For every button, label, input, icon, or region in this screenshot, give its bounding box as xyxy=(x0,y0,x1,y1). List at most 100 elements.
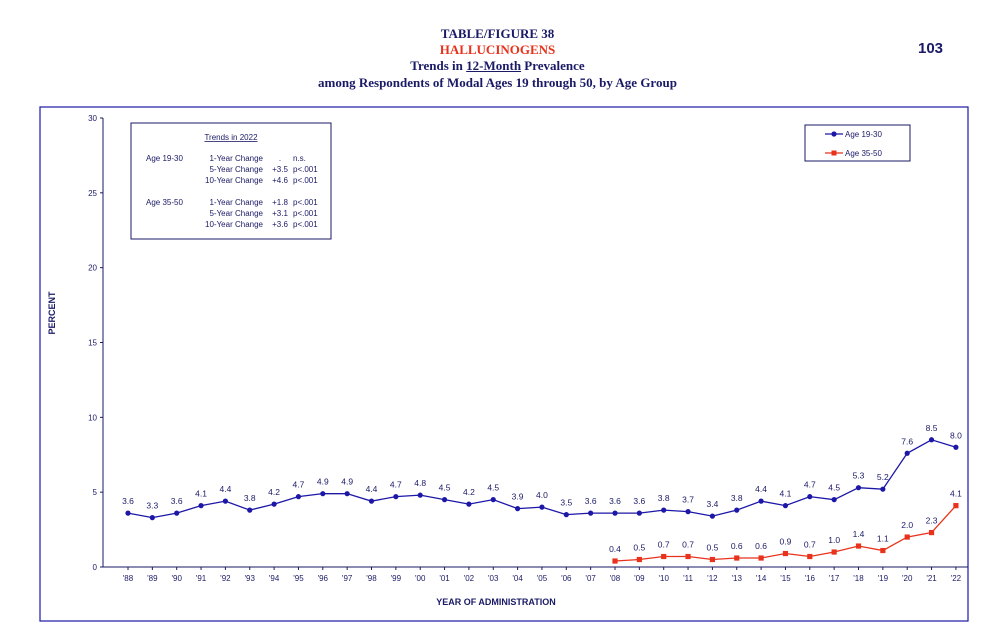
data-point-age-35-50 xyxy=(880,547,886,554)
data-label-age-19-30: 3.6 xyxy=(633,496,645,506)
x-tick-label: '14 xyxy=(756,574,767,583)
x-tick-label: '92 xyxy=(220,574,231,583)
data-label-age-19-30: 5.2 xyxy=(877,472,889,482)
x-tick-label: '91 xyxy=(196,574,207,583)
data-point-age-19-30 xyxy=(417,492,423,498)
data-label-age-19-30: 4.1 xyxy=(195,489,207,499)
data-point-age-19-30 xyxy=(734,507,740,513)
data-label-age-35-50: 0.6 xyxy=(755,541,767,551)
data-label-age-35-50: 0.6 xyxy=(731,541,743,551)
x-tick-label: '89 xyxy=(147,574,158,583)
data-point-age-19-30 xyxy=(782,503,789,509)
data-point-age-19-30 xyxy=(393,494,399,500)
legend-label-age-19-30: Age 19-30 xyxy=(845,130,882,139)
data-point-age-19-30 xyxy=(490,497,496,503)
y-tick-label: 5 xyxy=(93,488,98,497)
data-label-age-35-50: 0.7 xyxy=(804,540,816,550)
trends-change-type: 1-Year Change xyxy=(209,198,263,207)
data-label-age-19-30: 3.6 xyxy=(585,496,597,506)
x-tick-label: '01 xyxy=(439,574,450,583)
trends-significance: p<.001 xyxy=(293,209,318,218)
data-point-age-19-30 xyxy=(880,486,886,492)
data-point-age-35-50 xyxy=(758,555,764,561)
axes: 0 5 10 15 20 25 30 '88 '89 '90 '91 '92 '93 '94 '95 '96 '… xyxy=(88,114,968,583)
subtitle-emphasis: 12-Month xyxy=(466,58,522,73)
data-point-age-19-30 xyxy=(149,515,155,521)
x-tick-label: '05 xyxy=(537,574,548,583)
legend-marker-age-19-30 xyxy=(831,131,837,137)
x-tick-label: '94 xyxy=(269,574,280,583)
data-label-age-19-30: 4.2 xyxy=(463,487,475,497)
y-tick-label: 10 xyxy=(88,413,97,422)
drug-name-title: HALLUCINOGENS xyxy=(439,42,556,57)
data-label-age-19-30: 4.9 xyxy=(317,477,329,487)
legend-label-age-35-50: Age 35-50 xyxy=(845,149,882,158)
subtitle-pre: Trends in xyxy=(410,58,467,73)
data-point-age-19-30 xyxy=(636,510,642,516)
x-tick-label: '17 xyxy=(829,574,840,583)
figure-label: TABLE/FIGURE 38 xyxy=(440,26,555,41)
data-label-age-19-30: 3.3 xyxy=(146,501,158,511)
data-point-age-19-30 xyxy=(344,491,350,497)
data-label-age-19-30: 3.6 xyxy=(171,496,183,506)
trends-box-title: Trends in 2022 xyxy=(204,133,258,142)
trends-change-type: 10-Year Change xyxy=(205,176,264,185)
data-point-age-35-50 xyxy=(807,553,813,560)
data-label-age-19-30: 4.4 xyxy=(755,484,767,494)
x-tick-label: '19 xyxy=(878,574,889,583)
trends-change-value: +3.1 xyxy=(272,209,288,218)
data-label-age-35-50: 0.7 xyxy=(658,540,670,550)
x-tick-label: '12 xyxy=(707,574,718,583)
data-label-age-19-30: 3.4 xyxy=(706,499,718,509)
data-point-age-35-50 xyxy=(661,553,667,560)
data-point-age-19-30 xyxy=(515,506,521,512)
data-label-age-19-30: 4.2 xyxy=(268,487,280,497)
data-label-age-19-30: 3.5 xyxy=(560,498,572,508)
x-tick-label: '07 xyxy=(585,574,596,583)
trends-change-type: 5-Year Change xyxy=(209,209,263,218)
data-point-age-35-50 xyxy=(685,553,691,560)
x-tick-label: '03 xyxy=(488,574,499,583)
trends-group-label: Age 35-50 xyxy=(146,198,183,207)
x-tick-label: '00 xyxy=(415,574,426,583)
x-tick-label: '15 xyxy=(780,574,791,583)
data-label-age-19-30: 3.7 xyxy=(682,495,694,505)
data-point-age-19-30 xyxy=(295,494,302,500)
data-label-age-35-50: 0.4 xyxy=(609,544,621,554)
data-point-age-19-30 xyxy=(904,450,910,456)
data-point-age-35-50 xyxy=(612,558,618,564)
x-tick-label: '21 xyxy=(926,574,937,583)
data-label-age-19-30: 4.8 xyxy=(414,478,426,488)
data-label-age-19-30: 4.0 xyxy=(536,490,548,500)
data-point-age-19-30 xyxy=(466,501,472,507)
x-tick-label: '06 xyxy=(561,574,572,583)
trends-group-label: Age 19-30 xyxy=(146,154,183,163)
x-tick-label: '88 xyxy=(123,574,134,583)
trends-change-value: +4.6 xyxy=(272,176,288,185)
x-tick-label: '95 xyxy=(293,574,304,583)
legend-marker-age-35-50 xyxy=(831,150,837,156)
trends-change-type: 1-Year Change xyxy=(209,154,263,163)
data-label-age-19-30: 3.9 xyxy=(512,492,524,502)
data-label-age-35-50: 2.3 xyxy=(926,516,938,526)
x-tick-label: '02 xyxy=(464,574,475,583)
trends-change-value: +1.8 xyxy=(272,198,288,207)
x-tick-label: '16 xyxy=(805,574,816,583)
chart-subtitle-line2: among Respondents of Modal Ages 19 throu… xyxy=(318,75,677,90)
data-point-age-19-30 xyxy=(563,512,569,518)
data-point-age-19-30 xyxy=(855,485,862,491)
data-point-age-19-30 xyxy=(685,509,691,515)
data-label-age-19-30: 3.6 xyxy=(122,496,134,506)
data-label-age-19-30: 4.7 xyxy=(293,480,305,490)
data-label-age-19-30: 7.6 xyxy=(901,436,913,446)
data-point-age-19-30 xyxy=(661,507,667,513)
data-label-age-35-50: 0.7 xyxy=(682,540,694,550)
trends-change-value: +3.6 xyxy=(272,220,288,229)
data-label-age-35-50: 1.4 xyxy=(853,529,865,539)
data-label-age-19-30: 4.7 xyxy=(804,480,816,490)
series-layer: 3.6 3.3 3.6 4.1 4.4 3.8 4.2 4.7 4.9 4.9 4.4 4.7 4.8 4… xyxy=(122,423,962,564)
y-tick-label: 30 xyxy=(88,114,97,123)
x-tick-label: '18 xyxy=(853,574,864,583)
data-point-age-35-50 xyxy=(636,556,642,563)
chart-subtitle: Trends in 12-Month Prevalence xyxy=(0,58,995,74)
